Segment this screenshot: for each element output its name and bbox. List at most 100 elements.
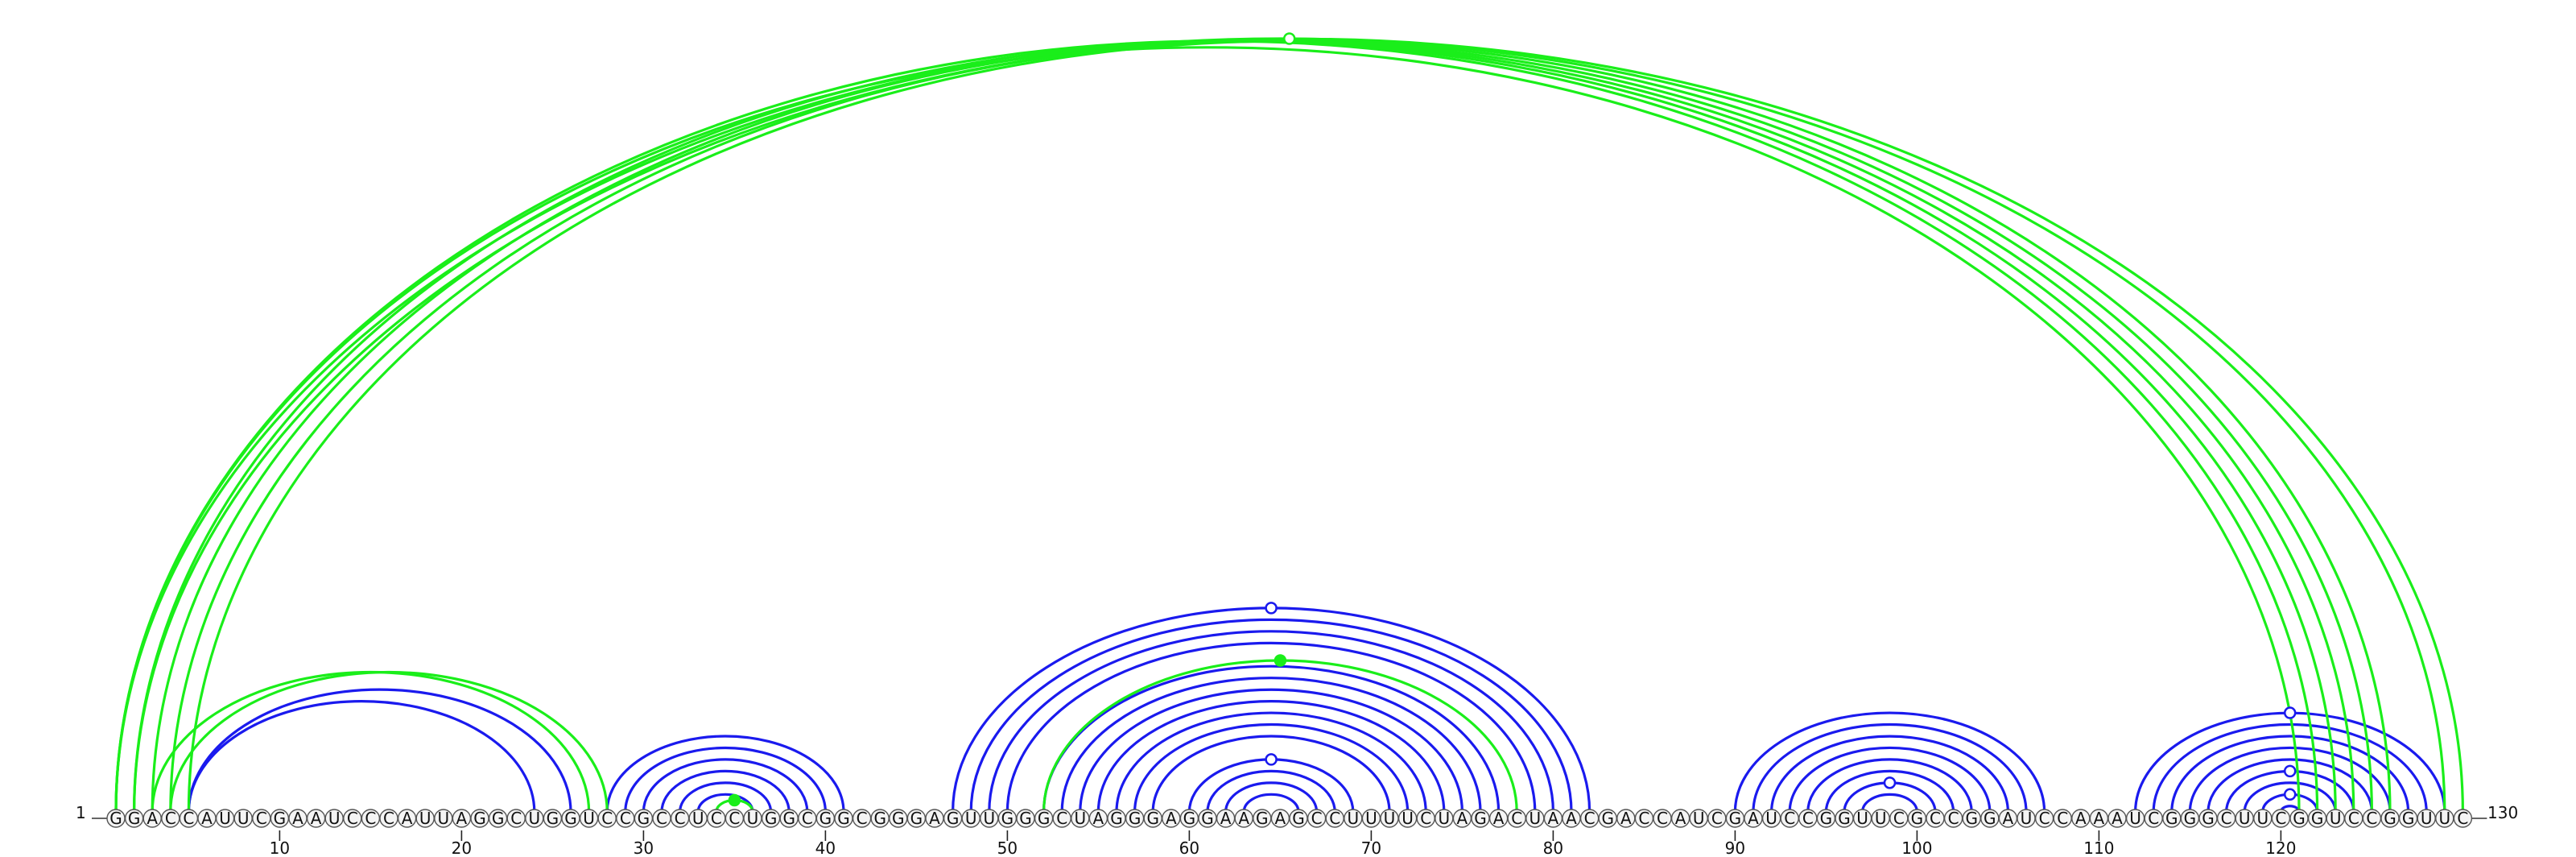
nucleotide-circle	[2453, 809, 2473, 828]
arc-blue	[988, 630, 1554, 813]
nucleotide-letter: A	[1675, 809, 1686, 828]
open-pair-marker	[1282, 32, 1296, 45]
arc-blue	[1060, 677, 1482, 813]
arc-blue	[2170, 735, 2410, 813]
arc-green	[114, 37, 2446, 813]
nucleotide-letter: U	[692, 809, 704, 828]
nucleotide-letter: C	[1056, 809, 1067, 828]
arc-green	[151, 670, 591, 813]
nucleotide-letter: G	[1292, 809, 1305, 828]
nucleotide-letter: G	[1201, 809, 1214, 828]
nucleotide-letter: A	[1620, 809, 1632, 828]
arc-blue	[1133, 722, 1410, 813]
filled-pair-marker	[728, 793, 741, 807]
arc-green	[187, 39, 2392, 813]
nucleotide-letter: A	[1493, 809, 1505, 828]
nucleotide-letter: A	[311, 809, 322, 828]
nucleotide-letter: C	[1329, 809, 1340, 828]
nucleotide-letter: G	[1019, 809, 1032, 828]
nucleotide-letter: A	[929, 809, 940, 828]
nucleotide-letter: A	[1457, 809, 1468, 828]
arc-blue	[1770, 735, 2009, 813]
nucleotide-letter: G	[473, 809, 486, 828]
arcs-layer	[114, 37, 2464, 813]
nucleotide-letter: C	[1638, 809, 1649, 828]
arc-blue	[1206, 769, 1336, 813]
filled-pair-marker	[1274, 654, 1287, 667]
arc-blue	[1788, 746, 1992, 813]
nucleotide-letter: C	[1584, 809, 1596, 828]
nucleotide-letter: G	[2184, 809, 2197, 828]
arc-blue	[2188, 746, 2392, 813]
arc-blue	[1115, 711, 1427, 813]
nucleotide-letter: C	[2057, 809, 2068, 828]
arc-blue	[2243, 781, 2337, 813]
arc-blue	[969, 618, 1573, 813]
nucleotide-letter: C	[1711, 809, 1723, 828]
nucleotide-letter: C	[165, 809, 176, 828]
nucleotide-letter: C	[1948, 809, 1959, 828]
arc-blue	[1733, 711, 2046, 813]
arc-blue	[1151, 735, 1391, 813]
nucleotide-letter: U	[2256, 809, 2268, 828]
nucleotide-letter: G	[782, 809, 795, 828]
nucleotide-letter: G	[873, 809, 886, 828]
arc-blue	[2207, 758, 2373, 813]
arc-green	[169, 39, 2373, 813]
open-pair-marker	[2283, 706, 2297, 719]
open-pair-marker	[2283, 788, 2297, 801]
arc-blue	[1005, 641, 1537, 813]
arc-blue	[1861, 793, 1918, 813]
nucleotide-letter: U	[983, 809, 995, 828]
nucleotide-letter: C	[1311, 809, 1323, 828]
nucleotide-letter: U	[2129, 809, 2141, 828]
ticks-layer: 10 20 30 40 50 60 70 80 90 100 110 120	[270, 830, 2296, 857]
nucleotide-letter: C	[620, 809, 631, 828]
sequence-end-label: 130	[2487, 803, 2518, 822]
nucleotide-letter: G	[2402, 809, 2415, 828]
nucleotide-letter: G	[910, 809, 923, 828]
arc-blue	[660, 769, 791, 813]
nucleotide-letter: G	[2202, 809, 2215, 828]
nucleotide-letter: G	[892, 809, 905, 828]
nucleotide-letter: G	[1038, 809, 1051, 828]
nucleotide-letter: G	[2165, 809, 2178, 828]
arc-blue	[1079, 688, 1463, 813]
arc-blue	[1187, 758, 1355, 813]
nucleotide-letter: A	[1166, 809, 1177, 828]
nucleotide-letter: U	[1693, 809, 1705, 828]
nucleotide-letter: U	[2330, 809, 2342, 828]
nucleotide-letter: G	[1129, 809, 1141, 828]
nucleotide-letter: A	[1748, 809, 1759, 828]
nucleotide-letter: A	[292, 809, 303, 828]
open-pair-marker	[1265, 602, 1278, 615]
nucleotide-letter: C	[711, 809, 722, 828]
nucleotide-letter: G	[128, 809, 141, 828]
nucleotide-letter: C	[2275, 809, 2286, 828]
arc-blue	[679, 781, 773, 813]
nucleotide-letter: G	[765, 809, 778, 828]
arc-green	[133, 37, 2464, 813]
nucleotide-letter: G	[2311, 809, 2324, 828]
nucleotide-letter: G	[947, 809, 960, 828]
nucleotide-letter: U	[1074, 809, 1086, 828]
nucleotide-letter: G	[274, 809, 287, 828]
nucleotide-letter: G	[547, 809, 559, 828]
nucleotide-letter: G	[1838, 809, 1851, 828]
arc-blue	[1806, 758, 1973, 813]
nucleotide-letter: U	[219, 809, 231, 828]
nucleotide-letter: C	[656, 809, 667, 828]
nucleotide-letter: A	[2003, 809, 2014, 828]
position-tick-label: 10	[270, 838, 290, 857]
arc-blue	[2152, 722, 2428, 813]
nucleotide-letter: G	[1965, 809, 1978, 828]
arc-blue	[187, 688, 572, 813]
nucleotide-letter: G	[1820, 809, 1833, 828]
nucleotide-letter: G	[2384, 809, 2396, 828]
nucleotide-letter: C	[1657, 809, 1668, 828]
position-tick-label: 20	[452, 838, 472, 857]
arc-blue	[1096, 699, 1446, 813]
nucleotide-letter: A	[1238, 809, 1249, 828]
nucleotide-letter: A	[1220, 809, 1232, 828]
